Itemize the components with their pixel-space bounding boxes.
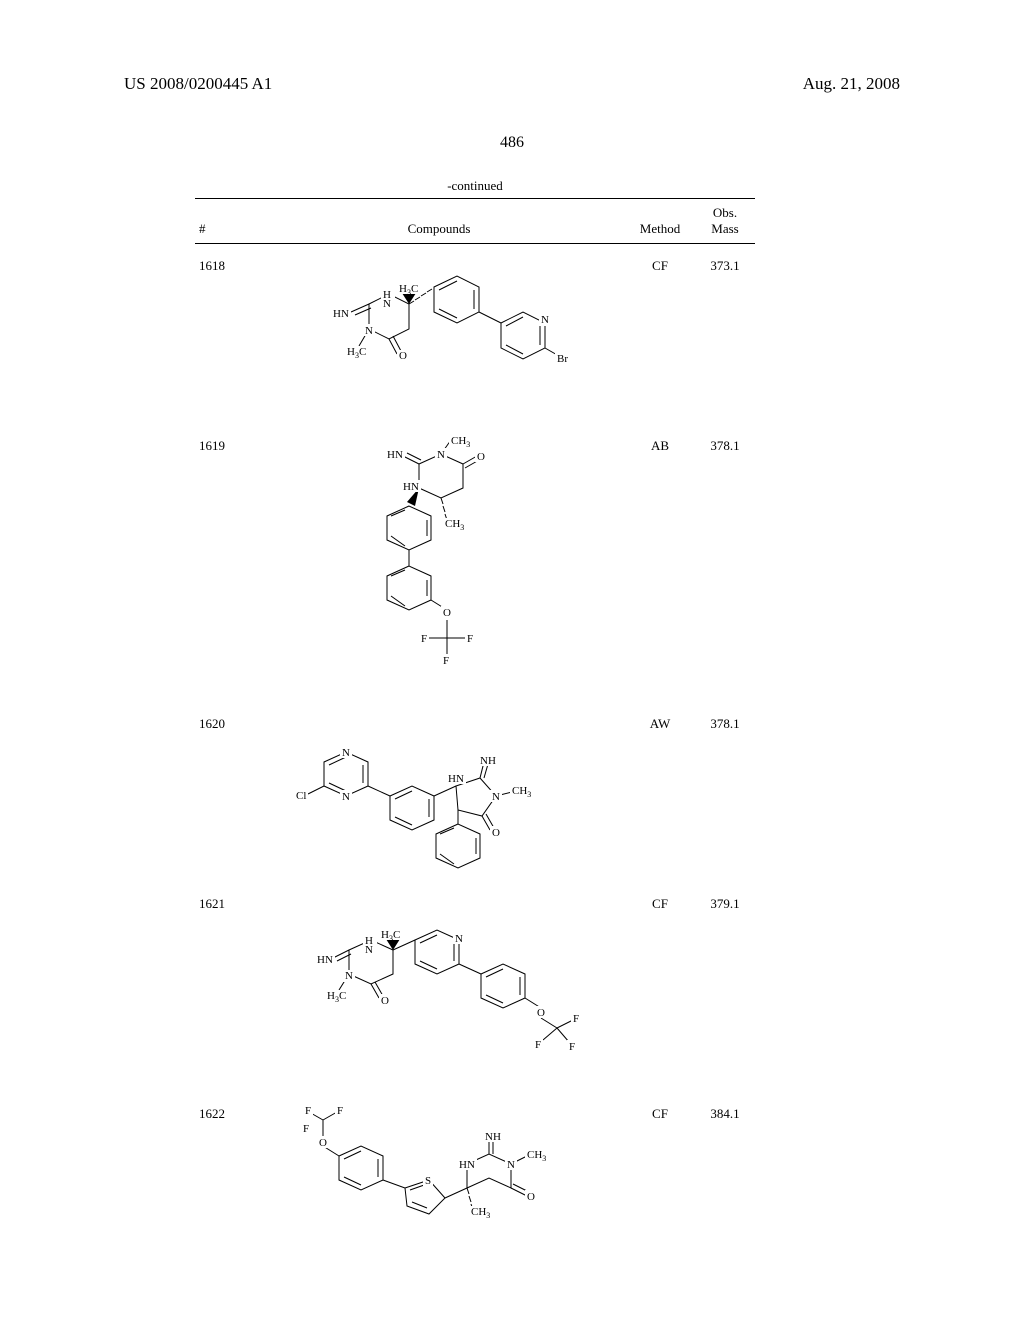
compound-number: 1620 (195, 702, 253, 882)
publication-number: US 2008/0200445 A1 (124, 74, 272, 94)
compound-mass: 378.1 (695, 702, 755, 882)
svg-text:F: F (569, 1041, 575, 1053)
compound-table: -continued # Compounds Method Obs. Mass (195, 178, 755, 1232)
compound-method: AW (625, 702, 695, 882)
svg-text:N: N (345, 970, 353, 982)
svg-text:N: N (437, 449, 445, 461)
structure-1618: H3C H N HN N H3C O (259, 254, 619, 414)
svg-text:HN: HN (448, 773, 464, 785)
compound-mass: 373.1 (695, 244, 755, 424)
table-row: 1618 (195, 244, 755, 424)
structure-1621: H3C HN HN N H3C O (259, 892, 619, 1082)
svg-text:HN: HN (333, 308, 349, 320)
table-row: 1622 (195, 1092, 755, 1232)
compound-structure-cell: H3C HN HN N H3C O (253, 882, 625, 1092)
svg-text:N: N (492, 791, 500, 803)
table-row: 1621 (195, 882, 755, 1092)
svg-text:N: N (383, 298, 391, 310)
compound-method: AB (625, 424, 695, 702)
svg-text:O: O (443, 607, 451, 619)
table-caption: -continued (195, 178, 755, 194)
publication-date: Aug. 21, 2008 (803, 74, 900, 94)
svg-text:O: O (527, 1191, 535, 1203)
svg-text:Br: Br (557, 353, 568, 365)
col-header-num: # (195, 201, 253, 243)
svg-text:F: F (443, 655, 449, 667)
svg-text:O: O (537, 1007, 545, 1019)
structure-1622: F F F O S HN NH N CH3 O CH3 (259, 1102, 619, 1222)
svg-text:N: N (342, 747, 350, 759)
compound-number: 1618 (195, 244, 253, 424)
svg-text:F: F (337, 1105, 343, 1117)
svg-text:O: O (381, 995, 389, 1007)
svg-text:O: O (399, 350, 407, 362)
svg-text:HN: HN (387, 449, 403, 461)
svg-text:N: N (365, 325, 373, 337)
compound-number: 1619 (195, 424, 253, 702)
svg-text:O: O (319, 1137, 327, 1149)
svg-text:N: N (342, 791, 350, 803)
compound-structure-cell: Cl N N HN NH N (253, 702, 625, 882)
compound-method: CF (625, 244, 695, 424)
col-header-mass-label: Mass (711, 221, 738, 236)
svg-text:Cl: Cl (296, 790, 306, 802)
svg-text:N: N (455, 933, 463, 945)
svg-text:N: N (365, 944, 373, 956)
svg-text:S: S (425, 1175, 431, 1187)
table-row: 1620 (195, 702, 755, 882)
compound-mass: 384.1 (695, 1092, 755, 1232)
col-header-obs: Obs. (713, 205, 737, 220)
svg-text:NH: NH (480, 755, 496, 767)
svg-text:NH: NH (485, 1131, 501, 1143)
svg-text:F: F (305, 1105, 311, 1117)
compound-mass: 379.1 (695, 882, 755, 1092)
table-row: 1619 (195, 424, 755, 702)
table-rule-top (195, 198, 755, 199)
col-header-method: Method (625, 201, 695, 243)
svg-text:HN: HN (459, 1159, 475, 1171)
svg-text:F: F (421, 633, 427, 645)
svg-text:F: F (573, 1013, 579, 1025)
structure-1619: CH3 N HN O HN CH3 (259, 434, 619, 692)
svg-text:HN: HN (403, 481, 419, 493)
svg-text:F: F (303, 1123, 309, 1135)
compound-structure-cell: F F F O S HN NH N CH3 O CH3 (253, 1092, 625, 1232)
compound-method: CF (625, 1092, 695, 1232)
compound-structure-cell: H3C H N HN N H3C O (253, 244, 625, 424)
svg-text:O: O (492, 827, 500, 839)
compound-structure-cell: CH3 N HN O HN CH3 (253, 424, 625, 702)
compound-method: CF (625, 882, 695, 1092)
compound-number: 1622 (195, 1092, 253, 1232)
svg-text:F: F (535, 1039, 541, 1051)
col-header-compounds: Compounds (253, 201, 625, 243)
svg-text:N: N (541, 314, 549, 326)
page-number: 486 (0, 134, 1024, 152)
structure-1620: Cl N N HN NH N (259, 712, 619, 872)
svg-text:O: O (477, 451, 485, 463)
svg-text:HN: HN (317, 954, 333, 966)
compound-mass: 378.1 (695, 424, 755, 702)
svg-text:F: F (467, 633, 473, 645)
col-header-mass: Obs. Mass (695, 201, 755, 243)
svg-text:N: N (507, 1159, 515, 1171)
compound-number: 1621 (195, 882, 253, 1092)
